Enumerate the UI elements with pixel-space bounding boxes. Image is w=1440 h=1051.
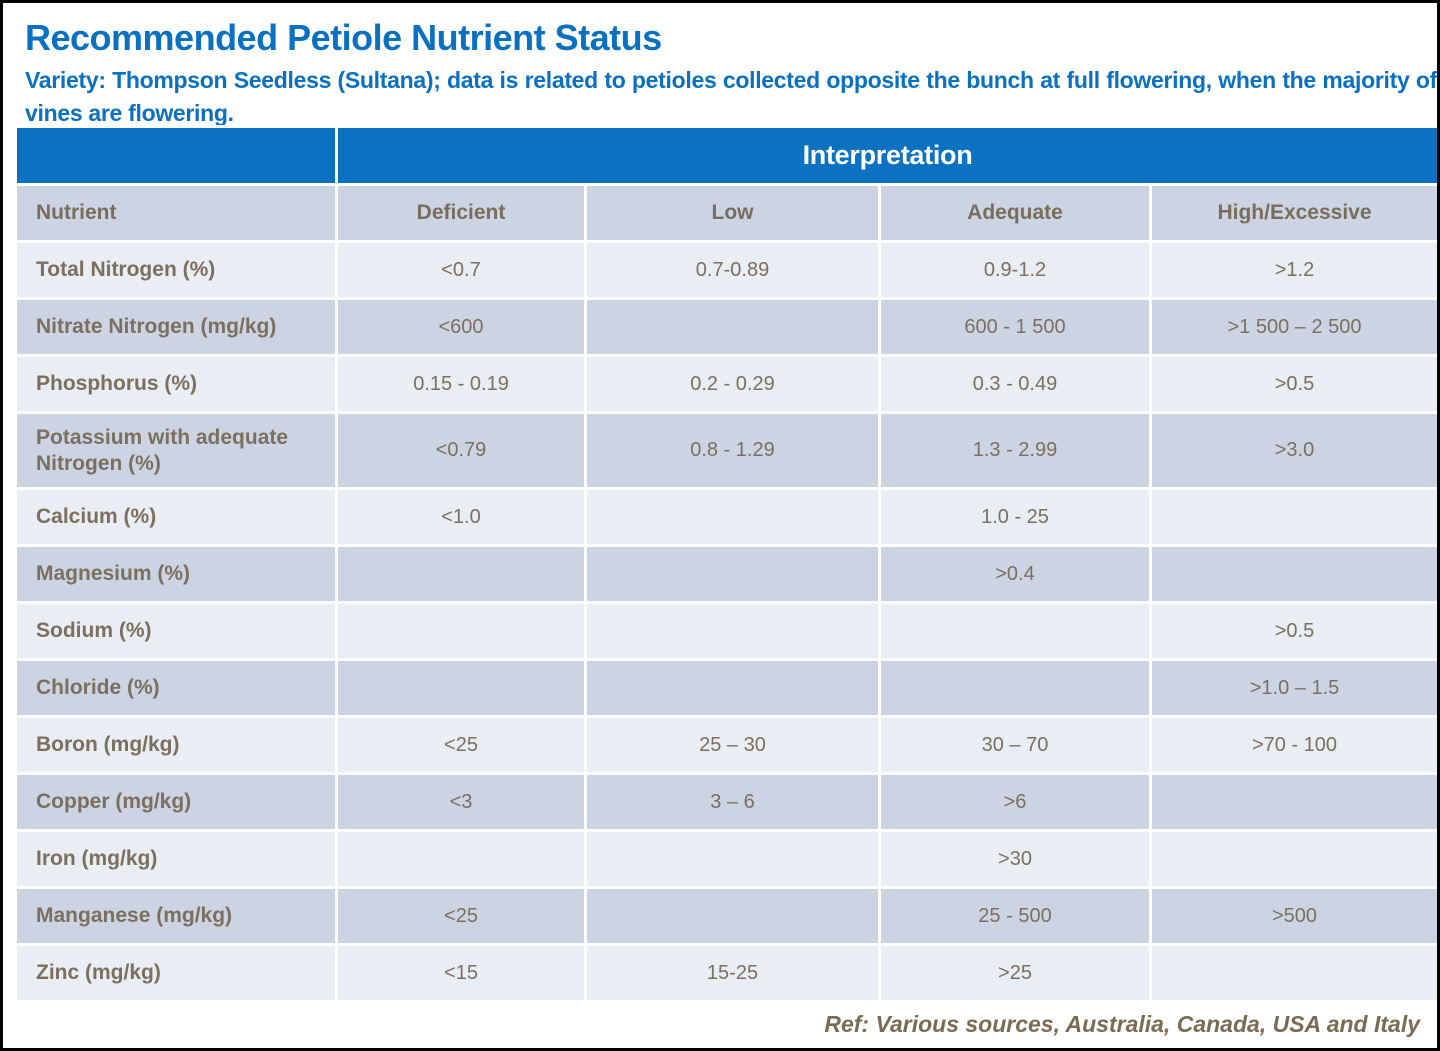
adequate-value-cell	[881, 661, 1149, 715]
deficient-value-cell: <0.7	[338, 243, 584, 297]
nutrient-status-table: Interpretation Nutrient Deficient Low Ad…	[14, 125, 1437, 1003]
interpretation-band-row: Interpretation	[17, 128, 1437, 183]
table-body: Total Nitrogen (%) <0.7 0.7-0.89 0.9-1.2 >1.…	[17, 243, 1437, 1000]
high-value-cell: >1.0 – 1.5	[1152, 661, 1437, 715]
adequate-value-cell: >25	[881, 946, 1149, 1000]
deficient-value-cell: <3	[338, 775, 584, 829]
table-row: Nitrate Nitrogen (mg/kg) <600 600 - 1 500 >…	[17, 300, 1437, 354]
column-header-high-excessive: High/Excessive	[1152, 186, 1437, 240]
table-row: Phosphorus (%) 0.15 - 0.19 0.2 - 0.29 0.3 -…	[17, 357, 1437, 411]
high-value-cell	[1152, 547, 1437, 601]
deficient-value-cell: <600	[338, 300, 584, 354]
high-value-cell	[1152, 946, 1437, 1000]
deficient-value-cell: <25	[338, 889, 584, 943]
table-row: Magnesium (%) >0.4	[17, 547, 1437, 601]
adequate-value-cell: 30 – 70	[881, 718, 1149, 772]
nutrient-cell: Iron (mg/kg)	[17, 832, 335, 886]
adequate-value-cell: 25 - 500	[881, 889, 1149, 943]
high-value-cell: >1.2	[1152, 243, 1437, 297]
deficient-value-cell	[338, 547, 584, 601]
page-title: Recommended Petiole Nutrient Status	[25, 17, 662, 58]
reference-note: Ref: Various sources, Australia, Canada,…	[824, 1011, 1420, 1037]
adequate-value-cell: >0.4	[881, 547, 1149, 601]
low-value-cell: 0.8 - 1.29	[587, 414, 878, 487]
nutrient-cell: Nitrate Nitrogen (mg/kg)	[17, 300, 335, 354]
deficient-value-cell: 0.15 - 0.19	[338, 357, 584, 411]
high-value-cell	[1152, 775, 1437, 829]
nutrient-cell: Boron (mg/kg)	[17, 718, 335, 772]
adequate-value-cell: >6	[881, 775, 1149, 829]
deficient-value-cell	[338, 661, 584, 715]
low-value-cell: 3 – 6	[587, 775, 878, 829]
adequate-value-cell: >30	[881, 832, 1149, 886]
deficient-value-cell	[338, 832, 584, 886]
adequate-value-cell: 0.9-1.2	[881, 243, 1149, 297]
low-value-cell: 0.2 - 0.29	[587, 357, 878, 411]
low-value-cell	[587, 661, 878, 715]
high-value-cell: >70 - 100	[1152, 718, 1437, 772]
column-header-deficient: Deficient	[338, 186, 584, 240]
nutrient-cell: Copper (mg/kg)	[17, 775, 335, 829]
deficient-value-cell: <0.79	[338, 414, 584, 487]
column-header-nutrient: Nutrient	[17, 186, 335, 240]
adequate-value-cell	[881, 604, 1149, 658]
deficient-value-cell: <15	[338, 946, 584, 1000]
table-row: Potassium with adequate Nitrogen (%) <0.7…	[17, 414, 1437, 487]
nutrient-cell: Phosphorus (%)	[17, 357, 335, 411]
nutrient-cell: Magnesium (%)	[17, 547, 335, 601]
adequate-value-cell: 1.0 - 25	[881, 490, 1149, 544]
nutrient-cell: Chloride (%)	[17, 661, 335, 715]
low-value-cell: 15-25	[587, 946, 878, 1000]
high-value-cell: >0.5	[1152, 604, 1437, 658]
column-header-adequate: Adequate	[881, 186, 1149, 240]
low-value-cell	[587, 490, 878, 544]
low-value-cell	[587, 889, 878, 943]
low-value-cell	[587, 604, 878, 658]
high-value-cell: >500	[1152, 889, 1437, 943]
table-row: Copper (mg/kg) <3 3 – 6 >6	[17, 775, 1437, 829]
low-value-cell	[587, 547, 878, 601]
nutrient-cell: Potassium with adequate Nitrogen (%)	[17, 414, 335, 487]
high-value-cell: >0.5	[1152, 357, 1437, 411]
nutrient-cell: Calcium (%)	[17, 490, 335, 544]
low-value-cell	[587, 300, 878, 354]
adequate-value-cell: 0.3 - 0.49	[881, 357, 1149, 411]
adequate-value-cell: 600 - 1 500	[881, 300, 1149, 354]
high-value-cell	[1152, 832, 1437, 886]
nutrient-cell: Zinc (mg/kg)	[17, 946, 335, 1000]
nutrient-cell: Manganese (mg/kg)	[17, 889, 335, 943]
table-row: Sodium (%) >0.5	[17, 604, 1437, 658]
corner-cell	[17, 128, 335, 183]
table-row: Boron (mg/kg) <25 25 – 30 30 – 70 >70 - 100	[17, 718, 1437, 772]
table-row: Calcium (%) <1.0 1.0 - 25	[17, 490, 1437, 544]
table-row: Chloride (%) >1.0 – 1.5	[17, 661, 1437, 715]
table-row: Manganese (mg/kg) <25 25 - 500 >500	[17, 889, 1437, 943]
deficient-value-cell: <25	[338, 718, 584, 772]
adequate-value-cell: 1.3 - 2.99	[881, 414, 1149, 487]
deficient-value-cell: <1.0	[338, 490, 584, 544]
low-value-cell: 0.7-0.89	[587, 243, 878, 297]
interpretation-header: Interpretation	[338, 128, 1437, 183]
nutrient-cell: Total Nitrogen (%)	[17, 243, 335, 297]
nutrient-cell: Sodium (%)	[17, 604, 335, 658]
page-subtitle: Variety: Thompson Seedless (Sultana); da…	[25, 67, 1437, 126]
low-value-cell: 25 – 30	[587, 718, 878, 772]
column-header-low: Low	[587, 186, 878, 240]
table-row: Total Nitrogen (%) <0.7 0.7-0.89 0.9-1.2 >1.…	[17, 243, 1437, 297]
high-value-cell: >1 500 – 2 500	[1152, 300, 1437, 354]
table-row: Zinc (mg/kg) <15 15-25 >25	[17, 946, 1437, 1000]
deficient-value-cell	[338, 604, 584, 658]
low-value-cell	[587, 832, 878, 886]
column-header-row: Nutrient Deficient Low Adequate High/Exc…	[17, 186, 1437, 240]
high-value-cell: >3.0	[1152, 414, 1437, 487]
table-row: Iron (mg/kg) >30	[17, 832, 1437, 886]
high-value-cell	[1152, 490, 1437, 544]
